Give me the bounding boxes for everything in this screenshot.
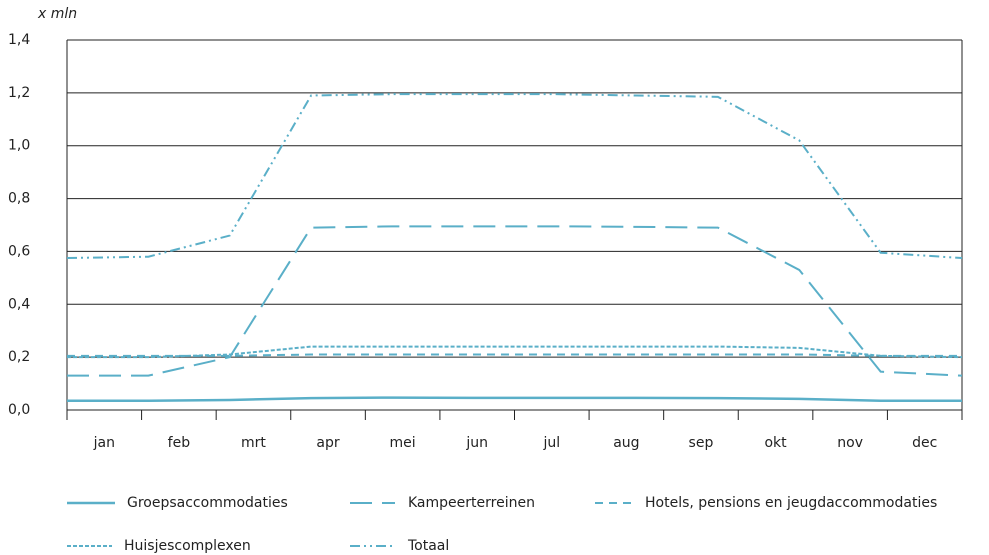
series-line: [67, 353, 962, 357]
x-tick-label: jan: [93, 435, 115, 451]
legend-label: Totaal: [407, 538, 449, 554]
x-tick-label: jul: [542, 435, 560, 451]
y-tick-label: 1,4: [8, 32, 30, 48]
series-line: [67, 225, 963, 377]
x-tick-label: dec: [912, 435, 937, 451]
x-tick-label: apr: [316, 435, 339, 451]
y-tick-label: 1,2: [8, 85, 30, 101]
x-tick-label: mrt: [241, 435, 266, 451]
x-tick-label: mei: [390, 435, 416, 451]
x-tick-label: nov: [837, 435, 863, 451]
legend-label: Kampeerterreinen: [408, 495, 535, 511]
y-tick-label: 0,8: [8, 191, 30, 207]
y-tick-label: 0,0: [8, 402, 30, 418]
legend-label: Hotels, pensions en jeugdaccommodaties: [645, 495, 937, 511]
series-line: [67, 345, 963, 359]
legend-label: Huisjescomplexen: [124, 538, 251, 554]
y-tick-label: 0,6: [8, 243, 30, 259]
y-tick-label: 0,2: [8, 349, 30, 365]
y-tick-label: 1,0: [8, 138, 30, 154]
x-tick-label: feb: [168, 435, 191, 451]
x-tick-label: jun: [465, 435, 488, 451]
series-line: [67, 396, 962, 402]
x-tick-label: okt: [764, 435, 787, 451]
x-tick-label: aug: [613, 435, 639, 451]
x-tick-label: sep: [689, 435, 714, 451]
y-axis-label: x mln: [37, 6, 77, 22]
y-tick-label: 0,4: [8, 296, 30, 312]
series-line: [66, 93, 963, 260]
legend-label: Groepsaccommodaties: [127, 495, 288, 511]
